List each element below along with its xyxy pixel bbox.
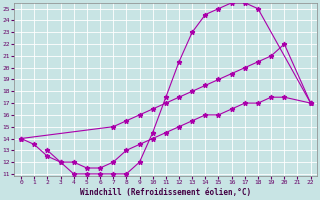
X-axis label: Windchill (Refroidissement éolien,°C): Windchill (Refroidissement éolien,°C) bbox=[80, 188, 252, 197]
